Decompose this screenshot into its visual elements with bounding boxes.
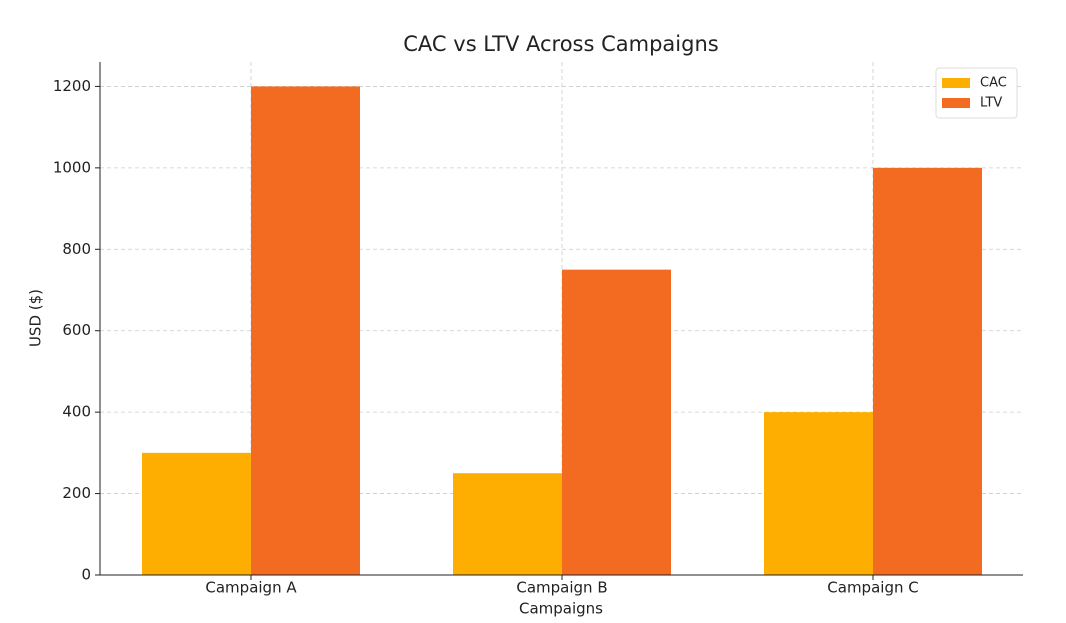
y-tick-label: 0: [81, 566, 91, 584]
y-tick-label: 200: [62, 484, 91, 502]
bar: [142, 452, 251, 575]
y-tick-label: 1000: [53, 158, 91, 176]
y-tick-label: 600: [62, 321, 91, 339]
x-tick-label: Campaign B: [516, 579, 607, 597]
chart-title: CAC vs LTV Across Campaigns: [403, 32, 718, 56]
bar: [453, 473, 562, 575]
x-axis-label: Campaigns: [519, 600, 603, 618]
bar: [873, 167, 982, 575]
legend-swatch: [942, 78, 970, 88]
legend-label: LTV: [980, 96, 1002, 111]
legend-label: CAC: [980, 76, 1007, 91]
x-tick-label: Campaign C: [827, 579, 918, 597]
bar: [562, 269, 671, 575]
y-axis-label: USD ($): [27, 289, 45, 347]
bar: [251, 86, 360, 575]
legend-swatch: [942, 98, 970, 108]
x-tick-label: Campaign A: [205, 579, 297, 597]
y-tick-label: 400: [62, 403, 91, 421]
y-tick-label: 800: [62, 240, 91, 258]
y-tick-label: 1200: [53, 77, 91, 95]
bar: [764, 412, 873, 575]
